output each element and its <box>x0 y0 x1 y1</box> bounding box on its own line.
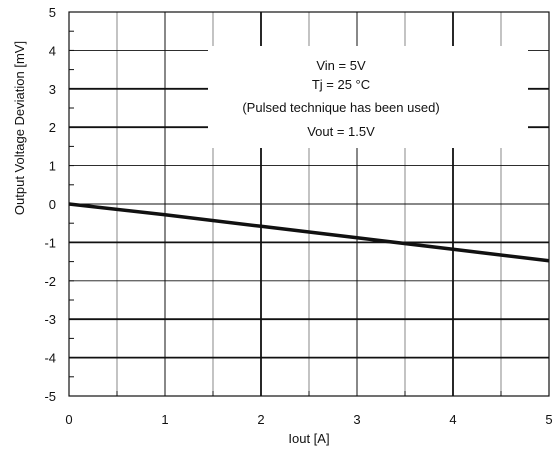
y-tick-label: -3 <box>44 312 56 327</box>
annotation-vout: Vout = 1.5V <box>307 124 375 139</box>
x-axis-title: Iout [A] <box>288 431 329 446</box>
annotation-background <box>208 46 528 148</box>
y-tick-label: 1 <box>49 159 56 174</box>
y-tick-label: 3 <box>49 82 56 97</box>
x-tick-label: 3 <box>353 412 360 427</box>
y-tick-label: 2 <box>49 120 56 135</box>
y-tick-label: -2 <box>44 274 56 289</box>
series-layer <box>68 202 550 263</box>
annotation-pulsed: (Pulsed technique has been used) <box>242 100 439 115</box>
x-tick-label: 5 <box>545 412 552 427</box>
annotation-vin: Vin = 5V <box>316 58 366 73</box>
x-tick-labels: 0 1 2 3 4 5 <box>65 412 552 427</box>
y-tick-label: -5 <box>44 389 56 404</box>
y-tick-label: 0 <box>49 197 56 212</box>
y-tick-label: -4 <box>44 351 56 366</box>
y-tick-label: 4 <box>49 43 56 58</box>
y-tick-label: -1 <box>44 235 56 250</box>
x-tick-label: 2 <box>257 412 264 427</box>
annotation-tj: Tj = 25 °C <box>312 77 370 92</box>
x-tick-label: 1 <box>161 412 168 427</box>
series-line-0 <box>68 202 550 263</box>
x-tick-label: 0 <box>65 412 72 427</box>
y-tick-labels: 5 4 3 2 1 0 -1 -2 -3 -4 -5 <box>44 5 56 404</box>
y-axis-title: Output Voltage Deviation [mV] <box>12 41 27 215</box>
y-tick-label: 5 <box>49 5 56 20</box>
x-tick-label: 4 <box>449 412 456 427</box>
